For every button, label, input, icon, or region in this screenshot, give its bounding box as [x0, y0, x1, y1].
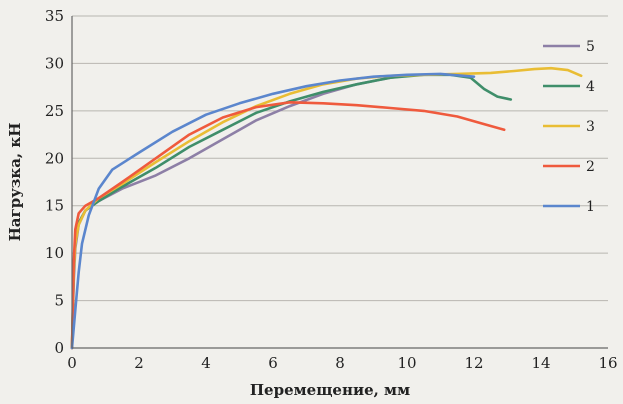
- x-tick-label-5: 10: [397, 354, 416, 372]
- x-tick-label-2: 4: [201, 354, 211, 372]
- y-tick-label-6: 30: [45, 54, 64, 72]
- legend-label-3: 3: [586, 119, 595, 135]
- legend-label-2: 2: [586, 159, 595, 175]
- x-tick-label-7: 14: [531, 354, 550, 372]
- series-lines: [70, 66, 583, 350]
- series-line-3: [70, 66, 583, 350]
- y-tick-label-7: 35: [45, 7, 64, 25]
- x-tick-label-0: 0: [67, 354, 77, 372]
- y-tick-label-1: 5: [54, 292, 64, 310]
- series-line-5: [70, 73, 416, 350]
- x-tick-label-6: 12: [464, 354, 483, 372]
- y-tick-label-2: 10: [45, 244, 64, 262]
- y-tick-label-3: 15: [45, 197, 64, 215]
- legend: 5 4 3 2 1: [543, 39, 595, 215]
- x-tick-label-8: 16: [598, 354, 617, 372]
- axes: [71, 16, 608, 349]
- x-tick-label-1: 2: [134, 354, 144, 372]
- x-tick-label-3: 6: [268, 354, 278, 372]
- y-tick-label-5: 25: [45, 102, 64, 120]
- y-tick-labels: 0 5 10 15 20 25 30 35: [45, 7, 64, 357]
- legend-label-4: 4: [586, 79, 595, 95]
- y-tick-label-4: 20: [45, 149, 64, 167]
- y-tick-label-0: 0: [54, 339, 64, 357]
- x-tick-label-4: 8: [335, 354, 345, 372]
- grid: [72, 15, 608, 302]
- series-line-1: [70, 72, 476, 350]
- series-line-4: [70, 73, 513, 350]
- x-axis-title: Перемещение, мм: [250, 381, 410, 399]
- x-tick-labels: 0 2 4 6 8 10 12 14 16: [67, 354, 617, 372]
- legend-label-1: 1: [586, 199, 595, 215]
- legend-label-5: 5: [586, 39, 595, 55]
- series-line-2: [70, 101, 506, 350]
- y-axis-title: Нагрузка, кН: [6, 123, 24, 242]
